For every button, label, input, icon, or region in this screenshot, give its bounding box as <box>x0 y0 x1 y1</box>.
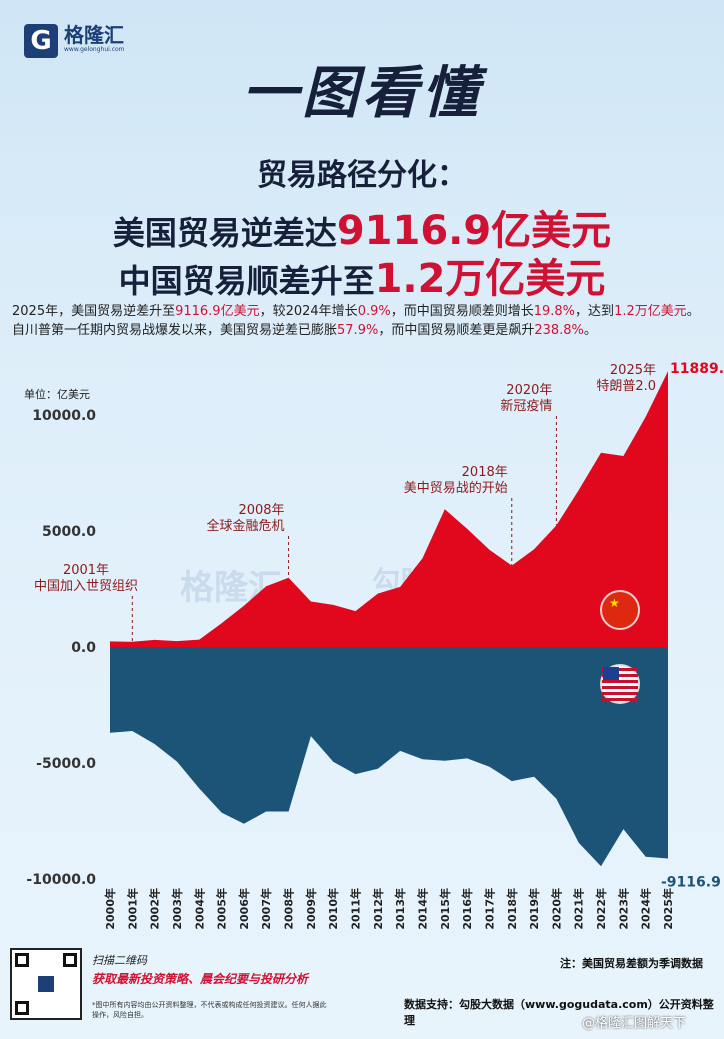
x-tick-label: 2019年 <box>527 888 541 930</box>
annotation-event: 特朗普2.0 <box>596 379 656 394</box>
x-tick-label: 2008年 <box>282 888 296 930</box>
summary-segment: 。 <box>583 323 597 338</box>
main-title: 一图看懂 <box>242 61 482 126</box>
annotation-event: 新冠疫情 <box>500 398 552 414</box>
x-tick-label: 2000年 <box>103 888 117 930</box>
x-tick-label: 2017年 <box>482 888 496 930</box>
x-tick-label: 2011年 <box>349 888 363 930</box>
summary-segment: 57.9% <box>337 323 379 338</box>
annotation-year: 2001年 <box>63 563 109 578</box>
x-tick-label: 2018年 <box>505 888 519 930</box>
x-tick-label: 2015年 <box>438 888 452 930</box>
summary-segment: 19.8% <box>533 304 576 319</box>
brand-name: 格隆汇 <box>64 23 124 47</box>
summary-segment: 2025年，美国贸易逆差升至 <box>12 304 176 319</box>
x-tick-label: 2009年 <box>304 888 318 930</box>
annotation-event: 美中贸易战的开始 <box>404 480 508 496</box>
y-tick-label: 0.0 <box>71 640 96 656</box>
brand-logo: G 格隆汇 www.gelonghui.com <box>24 24 125 58</box>
summary-segment: 1.2万亿美元 <box>614 304 687 319</box>
annotation-year: 2018年 <box>462 465 508 480</box>
data-source: 数据支持：勾股大数据（www.gogudata.com）公开资料整理 <box>404 998 714 1027</box>
y-tick-label: 5000.0 <box>42 524 96 540</box>
logo-mark-icon: G <box>24 24 58 58</box>
x-tick-label: 2021年 <box>572 888 586 930</box>
headline-line2-value: 9116.9亿美元 <box>336 208 612 254</box>
y-tick-label: -5000.0 <box>36 756 96 772</box>
x-tick-label: 2013年 <box>393 888 407 930</box>
x-tick-label: 2002年 <box>148 888 162 930</box>
x-tick-label: 2020年 <box>549 888 563 930</box>
annotation-year: 2025年 <box>610 363 656 378</box>
x-tick-label: 2003年 <box>170 888 184 930</box>
annotation-event: 全球金融危机 <box>207 518 285 534</box>
x-tick-label: 2007年 <box>259 888 273 930</box>
scan-cta: 获取最新投资策略、晨会纪要与投研分析 <box>92 972 309 986</box>
y-tick-label: 10000.0 <box>32 408 96 424</box>
trade-balance-chart: 10000.0 5000.0 0.0 -5000.0 -10000.0 11889.5 -9… <box>26 361 724 930</box>
headline-line2: 美国贸易逆差达9116.9亿美元 <box>0 198 724 256</box>
x-tick-label: 2023年 <box>616 888 630 930</box>
summary-segment: ，达到 <box>575 304 615 319</box>
us-flag-icon <box>600 664 640 704</box>
data-note: 注：美国贸易差额为季调数据 <box>560 957 703 970</box>
us-min-label: -9116.9 <box>661 875 721 891</box>
scan-label: 扫描二维码 <box>92 954 147 967</box>
summary-segment: 0.9% <box>357 304 391 319</box>
x-tick-label: 2005年 <box>215 888 229 930</box>
disclaimer: *图中所有内容均由公开资料整理，不代表或构成任何投资建议。任何人据此操作，风险自… <box>92 1001 327 1019</box>
qr-logo-icon <box>38 976 54 992</box>
area-china <box>110 371 668 647</box>
x-tick-label: 2024年 <box>639 888 653 930</box>
summary-paragraph: 2025年，美国贸易逆差升至9116.9亿美元，较2024年增长0.9%，而中国… <box>12 302 712 340</box>
summary-segment: 9116.9亿美元 <box>175 304 260 319</box>
headline-line3-value: 1.2万亿美元 <box>374 256 606 302</box>
headline-line2-prefix: 美国贸易逆差达 <box>112 214 337 252</box>
y-tick-label: -10000.0 <box>26 872 96 888</box>
summary-segment: ，而中国贸易顺差更是飙升 <box>378 323 535 338</box>
annotation-year: 2008年 <box>238 503 284 518</box>
svg-text:★: ★ <box>609 596 620 610</box>
weibo-handle: @格隆汇图解天下 <box>582 1016 687 1031</box>
summary-segment: ，较2024年增长 <box>259 304 358 319</box>
x-tick-label: 2022年 <box>594 888 608 930</box>
china-flag-icon: ★ <box>600 590 640 630</box>
area-us <box>110 647 668 867</box>
qr-code <box>10 948 82 1020</box>
summary-segment: ，而中国贸易顺差则增长 <box>390 304 534 319</box>
annotation-year: 2020年 <box>506 383 552 398</box>
x-tick-label: 2014年 <box>415 888 429 930</box>
headline-line3-prefix: 中国贸易顺差升至 <box>118 262 375 300</box>
x-tick-label: 2006年 <box>237 888 251 930</box>
headline-line3: 中国贸易顺差升至1.2万亿美元 <box>0 246 724 304</box>
x-tick-label: 2001年 <box>125 888 139 930</box>
x-tick-label: 2010年 <box>326 888 340 930</box>
unit-label: 单位：亿美元 <box>24 388 90 401</box>
brand-url: www.gelonghui.com <box>64 46 125 53</box>
summary-segment: 238.8% <box>534 323 584 338</box>
x-tick-label: 2004年 <box>192 888 206 930</box>
x-tick-label: 2012年 <box>371 888 385 930</box>
annotation-event: 中国加入世贸组织 <box>34 579 138 594</box>
x-tick-label: 2025年 <box>661 888 675 930</box>
summary-segment: 。自川普第一任期内贸易战爆发以来，美国贸易逆差已膨胀 <box>12 304 700 338</box>
x-tick-label: 2016年 <box>460 888 474 930</box>
headline-line1: 贸易路径分化： <box>257 158 467 193</box>
china-max-label: 11889.5 <box>670 361 724 377</box>
